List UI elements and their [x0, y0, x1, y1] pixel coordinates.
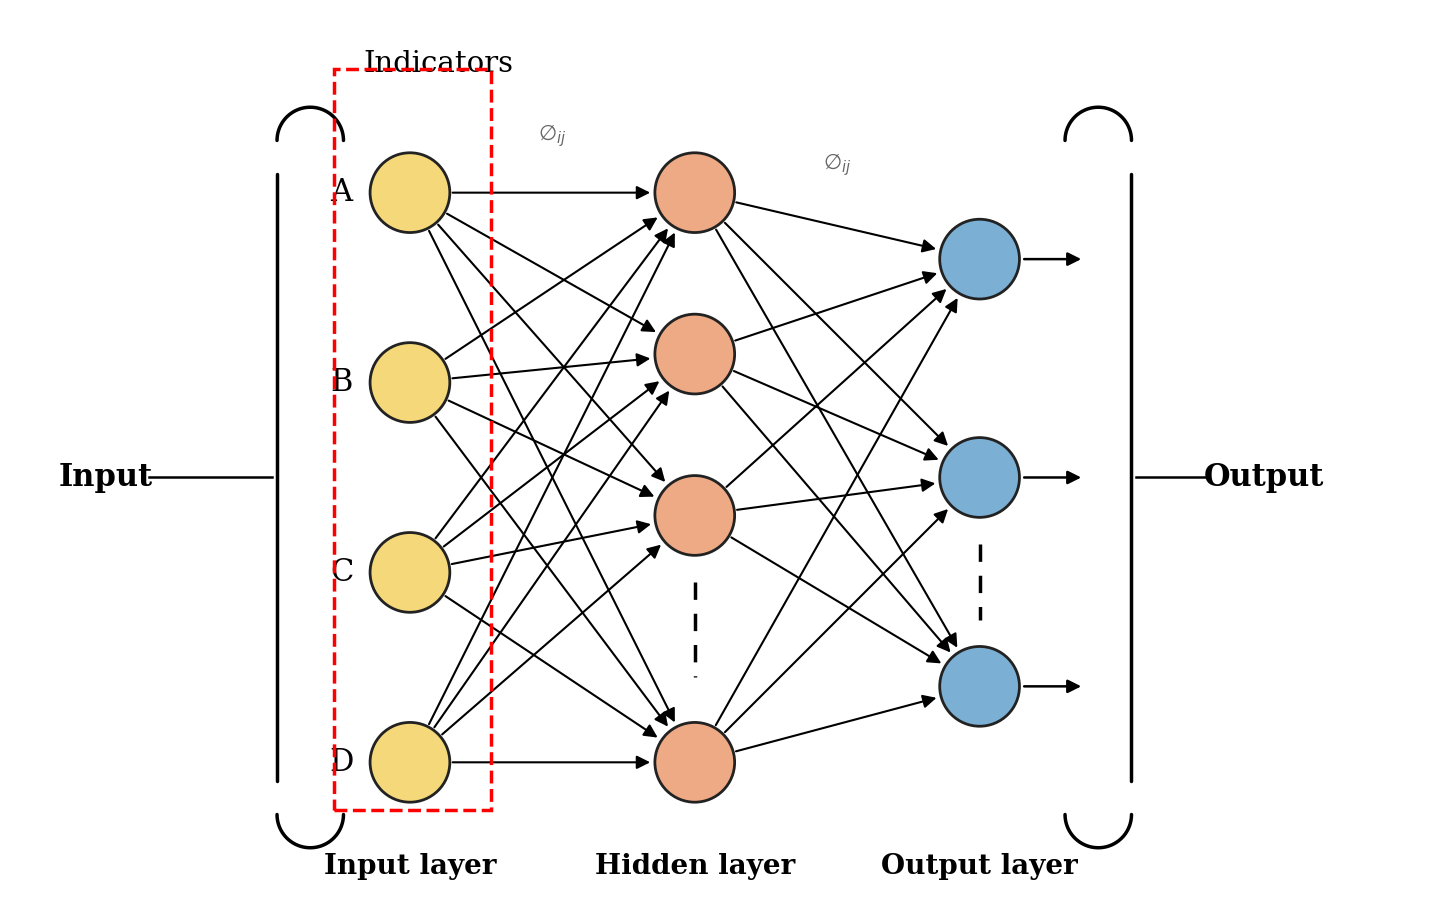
Circle shape — [655, 476, 734, 555]
Circle shape — [371, 533, 450, 612]
Circle shape — [655, 722, 734, 802]
Text: Input layer: Input layer — [323, 853, 496, 880]
Circle shape — [371, 722, 450, 802]
Text: C: C — [331, 557, 354, 588]
Circle shape — [940, 647, 1019, 726]
Circle shape — [940, 437, 1019, 517]
Text: Output: Output — [1204, 462, 1325, 493]
Circle shape — [371, 153, 450, 233]
Circle shape — [655, 153, 734, 233]
Circle shape — [371, 343, 450, 422]
Text: Indicators: Indicators — [364, 50, 513, 78]
Text: A: A — [331, 177, 352, 208]
Text: Output layer: Output layer — [881, 853, 1078, 880]
Text: D: D — [329, 747, 354, 778]
Text: $\varnothing_{ij}$: $\varnothing_{ij}$ — [537, 122, 566, 149]
Text: B: B — [331, 367, 352, 398]
Text: Input: Input — [59, 462, 154, 493]
Text: Hidden layer: Hidden layer — [595, 853, 795, 880]
Text: $\varnothing_{ij}$: $\varnothing_{ij}$ — [823, 151, 852, 178]
Circle shape — [655, 314, 734, 394]
Circle shape — [940, 219, 1019, 299]
